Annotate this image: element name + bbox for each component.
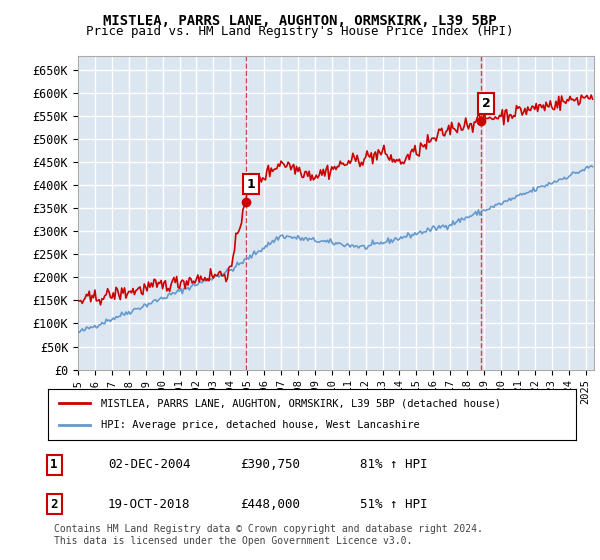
Text: 51% ↑ HPI: 51% ↑ HPI xyxy=(360,497,427,511)
Text: 2: 2 xyxy=(482,97,491,110)
Text: Price paid vs. HM Land Registry's House Price Index (HPI): Price paid vs. HM Land Registry's House … xyxy=(86,25,514,38)
Text: Contains HM Land Registry data © Crown copyright and database right 2024.
This d: Contains HM Land Registry data © Crown c… xyxy=(54,524,483,546)
Text: 19-OCT-2018: 19-OCT-2018 xyxy=(108,497,191,511)
Text: MISTLEA, PARRS LANE, AUGHTON, ORMSKIRK, L39 5BP (detached house): MISTLEA, PARRS LANE, AUGHTON, ORMSKIRK, … xyxy=(101,398,501,408)
Text: HPI: Average price, detached house, West Lancashire: HPI: Average price, detached house, West… xyxy=(101,421,419,431)
Text: 1: 1 xyxy=(50,458,58,472)
Text: 02-DEC-2004: 02-DEC-2004 xyxy=(108,458,191,472)
Text: £390,750: £390,750 xyxy=(240,458,300,472)
Text: 1: 1 xyxy=(247,178,255,190)
Text: 2: 2 xyxy=(50,497,58,511)
Text: MISTLEA, PARRS LANE, AUGHTON, ORMSKIRK, L39 5BP: MISTLEA, PARRS LANE, AUGHTON, ORMSKIRK, … xyxy=(103,14,497,28)
Text: £448,000: £448,000 xyxy=(240,497,300,511)
Text: 81% ↑ HPI: 81% ↑ HPI xyxy=(360,458,427,472)
